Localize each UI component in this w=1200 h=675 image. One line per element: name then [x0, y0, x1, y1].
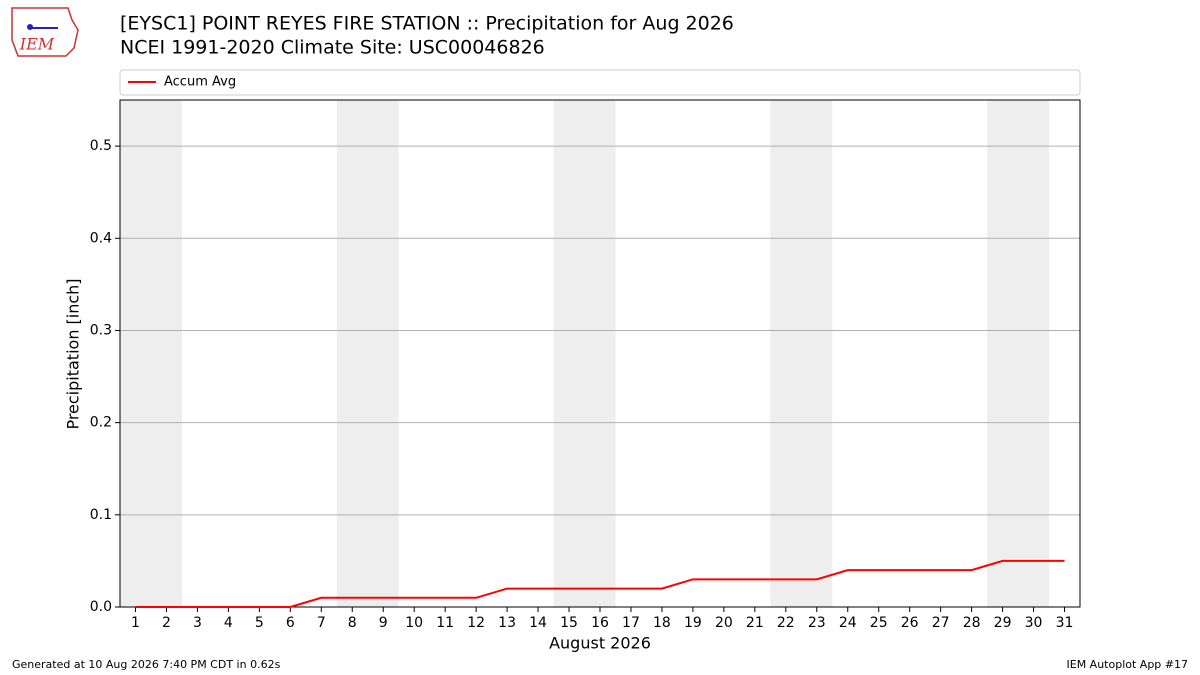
weekend-shade: [770, 100, 833, 607]
x-tick-label: 12: [467, 615, 485, 631]
x-tick-label: 6: [286, 615, 295, 631]
y-tick-label: 0.4: [90, 230, 112, 246]
weekend-shade: [553, 100, 616, 607]
logo-text: IEM: [19, 35, 55, 54]
plot-frame: [119, 99, 1081, 608]
y-axis-label: Precipitation [inch]: [64, 278, 83, 429]
weekend-shade: [987, 100, 1050, 607]
y-tick-label: 0.5: [90, 138, 112, 154]
x-tick-label: 22: [777, 615, 795, 631]
x-tick-label: 29: [994, 615, 1012, 631]
x-tick-label: 28: [963, 615, 981, 631]
x-tick-label: 31: [1056, 615, 1074, 631]
x-tick-label: 21: [746, 615, 764, 631]
x-tick-label: 30: [1025, 615, 1043, 631]
x-tick-label: 3: [193, 615, 202, 631]
x-tick-label: 20: [715, 615, 733, 631]
y-tick-label: 0.0: [90, 599, 112, 615]
x-axis-label: August 2026: [549, 634, 651, 653]
chart-title: [EYSC1] POINT REYES FIRE STATION :: Prec…: [120, 13, 734, 35]
chart-subtitle: NCEI 1991-2020 Climate Site: USC00046826: [120, 37, 545, 59]
footer-right: IEM Autoplot App #17: [1067, 658, 1189, 671]
x-tick-label: 26: [901, 615, 919, 631]
x-tick-label: 9: [379, 615, 388, 631]
series-line: [135, 559, 1065, 608]
x-tick-label: 4: [224, 615, 233, 631]
x-tick-label: 8: [348, 615, 357, 631]
x-tick-label: 2: [162, 615, 171, 631]
legend-box: [119, 69, 1081, 96]
x-tick-label: 11: [436, 615, 454, 631]
y-tick-label: 0.3: [90, 322, 112, 338]
x-tick-label: 18: [653, 615, 671, 631]
x-tick-label: 14: [529, 615, 547, 631]
weekend-shade: [336, 100, 399, 607]
x-tick-label: 15: [560, 615, 578, 631]
footer-left: Generated at 10 Aug 2026 7:40 PM CDT in …: [12, 658, 281, 671]
x-tick-label: 5: [255, 615, 264, 631]
x-tick-label: 7: [317, 615, 326, 631]
y-tick-label: 0.2: [90, 415, 112, 431]
legend-label: Accum Avg: [164, 75, 236, 90]
x-tick-label: 1: [131, 615, 140, 631]
logo-outline: [11, 7, 79, 57]
x-tick-label: 17: [622, 615, 640, 631]
x-tick-label: 24: [839, 615, 857, 631]
x-tick-label: 13: [498, 615, 516, 631]
logo: IEM: [11, 7, 79, 57]
x-tick-label: 16: [591, 615, 609, 631]
y-tick-label: 0.1: [90, 507, 112, 523]
weekend-shade: [120, 100, 182, 607]
x-tick-label: 25: [870, 615, 888, 631]
logo-dot: [27, 24, 33, 30]
x-tick-label: 10: [405, 615, 423, 631]
plot-area: 0.00.10.20.30.40.51 2 3 4 5 6 7 8 9 10 11 12 13 14 15 1…: [90, 69, 1081, 631]
x-tick-label: 19: [684, 615, 702, 631]
x-tick-label: 27: [932, 615, 950, 631]
x-tick-label: 23: [808, 615, 826, 631]
